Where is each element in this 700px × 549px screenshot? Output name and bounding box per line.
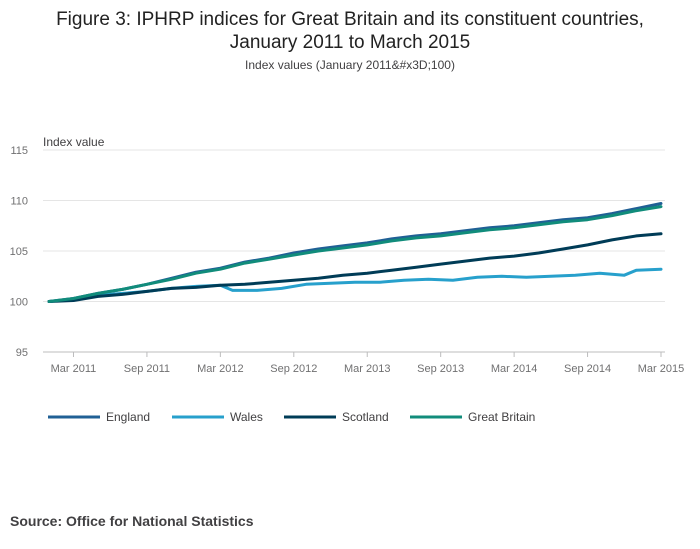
- series-line-great-britain: [47, 205, 663, 303]
- x-tick-label: Mar 2012: [197, 363, 243, 375]
- y-axis-ticks: 115 110 105 100 95: [10, 145, 28, 359]
- y-tick-label: 110: [10, 196, 28, 208]
- x-tick-label: Mar 2011: [51, 363, 97, 375]
- x-axis: Mar 2011 Sep 2011 Mar 2012 Sep 2012 Mar 2013…: [51, 352, 684, 375]
- x-tick-label: Mar 2013: [344, 363, 390, 375]
- legend-label: Scotland: [342, 410, 389, 424]
- chart-title-line-2: January 2011 to March 2015: [229, 32, 471, 53]
- x-tick-label: Sep 2013: [417, 363, 464, 375]
- series-lines: [47, 202, 663, 303]
- legend-label: England: [106, 410, 150, 424]
- x-tick-label: Mar 2014: [491, 363, 537, 375]
- legend-label: Wales: [230, 410, 263, 424]
- x-tick-label: Sep 2012: [270, 363, 317, 375]
- gridlines: [43, 149, 665, 353]
- x-tick-label: Sep 2014: [564, 363, 611, 375]
- legend: England Wales Scotland Great Britain: [48, 410, 535, 424]
- chart-title: Figure 3: IPHRP indices for Great Britai…: [0, 8, 700, 54]
- source-note: Source: Office for National Statistics: [10, 513, 254, 529]
- y-tick-label: 115: [10, 145, 28, 157]
- y-tick-label: 95: [16, 347, 28, 359]
- y-tick-label: 100: [10, 297, 28, 309]
- x-tick-label: Sep 2011: [124, 363, 170, 375]
- series-line-scotland: [47, 232, 663, 303]
- chart-subtitle: Index values (January 2011&#x3D;100): [245, 58, 455, 72]
- y-axis-label: Index value: [43, 135, 105, 149]
- legend-label: Great Britain: [468, 410, 535, 424]
- x-tick-label: Mar 2015: [638, 363, 684, 375]
- chart-title-line-1: Figure 3: IPHRP indices for Great Britai…: [56, 9, 644, 30]
- y-tick-label: 105: [10, 246, 28, 258]
